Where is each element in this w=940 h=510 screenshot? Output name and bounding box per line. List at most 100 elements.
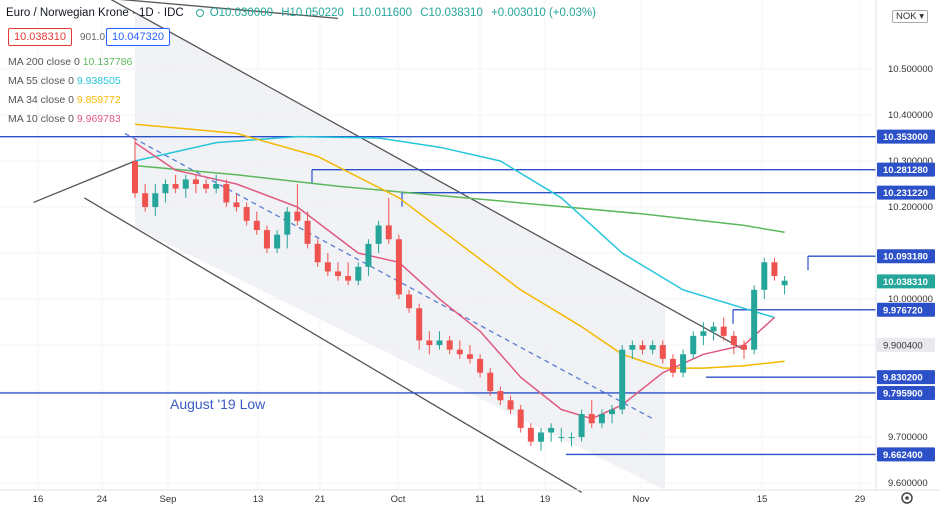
close-value: C10.038310 <box>420 7 483 19</box>
legend-ma34-label: MA 34 close 0 <box>8 94 74 106</box>
candle-body <box>477 358 484 373</box>
level-label: 10.353000 <box>877 129 935 144</box>
candle-body <box>538 432 544 442</box>
left-trend-line <box>33 160 136 204</box>
candle-body <box>466 354 473 359</box>
candle-body <box>253 220 260 231</box>
level-label-text: 10.353000 <box>883 132 928 143</box>
legend-ma10: MA 10 close 0 9.969783 <box>8 113 121 125</box>
candle-body <box>345 276 352 281</box>
level-label-text: 9.662400 <box>883 450 923 461</box>
legend-ma34-value: 9.859772 <box>76 94 121 106</box>
legend-ma34: MA 34 close 0 9.859772 <box>8 94 121 106</box>
candle-body <box>710 326 717 332</box>
level-label-text: 10.281280 <box>883 165 928 176</box>
candle-body <box>456 349 463 355</box>
candle-body <box>497 391 504 401</box>
x-tick-label: 19 <box>540 494 551 505</box>
symbol-title[interactable]: Euro / Norwegian Krone · 1D · IDC <box>6 7 184 19</box>
channel-lower-line <box>83 197 582 493</box>
open-value: O10.030000 <box>209 7 273 19</box>
buy-price-box[interactable]: 10.047320 <box>106 28 170 46</box>
last-price-text: 10.038310 <box>883 277 928 288</box>
y-tick-label: 10.300000 <box>888 156 933 167</box>
x-tick-label: 29 <box>855 494 866 505</box>
candle-body <box>771 262 778 277</box>
low-value: L10.011600 <box>352 7 412 19</box>
candle-body <box>659 345 666 359</box>
candle-body <box>588 414 595 424</box>
chevron-down-icon: ▾ <box>919 11 924 22</box>
settings-gear-icon[interactable] <box>901 492 913 504</box>
candle-body <box>649 345 656 350</box>
august-low-annotation: August '19 Low <box>170 396 266 412</box>
candle-body <box>690 335 697 355</box>
x-tick-label: 15 <box>757 494 768 505</box>
ohlc-values: O10.030000 H10.050220 L10.011600 C10.038… <box>210 7 601 19</box>
level-label-bg <box>877 447 935 462</box>
candle-body <box>395 239 402 295</box>
top-trend-line <box>119 0 339 20</box>
ma34-line <box>134 123 785 369</box>
candle-body <box>152 193 159 208</box>
y-tick-label: 10.000000 <box>888 294 933 305</box>
candle-body <box>182 179 189 189</box>
candle-body <box>741 345 747 350</box>
level-label-bg <box>877 162 935 177</box>
candle-body <box>243 207 250 221</box>
last-price-label: 10.038310 <box>877 274 935 289</box>
candle-body <box>294 211 301 221</box>
candle-body <box>487 372 494 392</box>
level-label-bg <box>877 302 935 317</box>
candle-body <box>578 414 585 438</box>
x-tick-label: Sep <box>160 494 177 505</box>
candle-body <box>324 262 331 272</box>
currency-button[interactable]: NOK ▾ <box>891 10 928 23</box>
candle-body <box>761 262 768 290</box>
time-axis[interactable]: 16 24 Sep 13 21 Oct 11 19 Nov 15 29 <box>33 494 866 505</box>
candle-body <box>781 280 788 286</box>
y-tick-label: 10.200000 <box>888 202 933 213</box>
candle-body <box>223 184 230 203</box>
candle-body <box>700 331 707 336</box>
price-axis[interactable]: 10.500000 10.400000 10.300000 10.200000 10.0… <box>888 64 933 489</box>
horizontal-levels <box>0 135 876 456</box>
candle-body <box>304 220 311 244</box>
candle-body <box>751 289 758 350</box>
candle-body <box>213 184 220 189</box>
level-label: 9.830200 <box>877 370 935 385</box>
x-tick-label: 16 <box>33 494 44 505</box>
currency-label: NOK <box>895 11 917 22</box>
legend-ma55-value: 9.938505 <box>76 75 121 87</box>
level-label-bg <box>877 249 935 264</box>
candle-body <box>314 243 321 263</box>
level-label: 9.795900 <box>877 385 935 400</box>
y-tick-label: 10.400000 <box>888 110 933 121</box>
candle-body <box>548 427 555 433</box>
legend-ma55: MA 55 close 0 9.938505 <box>8 75 121 87</box>
level-label: 9.662400 <box>877 447 935 462</box>
x-tick-label: 21 <box>315 494 326 505</box>
candle-body <box>284 211 291 235</box>
crosshair-price-bg <box>877 337 935 352</box>
legend-ma200-value: 10.137786 <box>82 56 133 68</box>
x-tick-label: Nov <box>633 494 650 505</box>
candle-body <box>132 161 138 194</box>
candles <box>132 138 788 451</box>
level-label-text: 9.795900 <box>883 388 923 399</box>
last-price-bg <box>877 274 935 289</box>
candle-body <box>558 437 565 439</box>
candle-body <box>680 354 687 373</box>
level-label-bg <box>877 370 935 385</box>
level-label-text: 10.231220 <box>883 188 928 199</box>
high-value: H10.050220 <box>281 7 344 19</box>
sell-price-box[interactable]: 10.038310 <box>8 28 72 46</box>
change-value: +0.003010 (+0.03%) <box>491 7 596 19</box>
candle-body <box>406 294 413 309</box>
level-label-bg <box>877 185 935 200</box>
candle-body <box>436 340 443 346</box>
legend-ma10-value: 9.969783 <box>76 113 121 125</box>
candle-body <box>263 230 270 249</box>
candle-body <box>669 358 676 373</box>
